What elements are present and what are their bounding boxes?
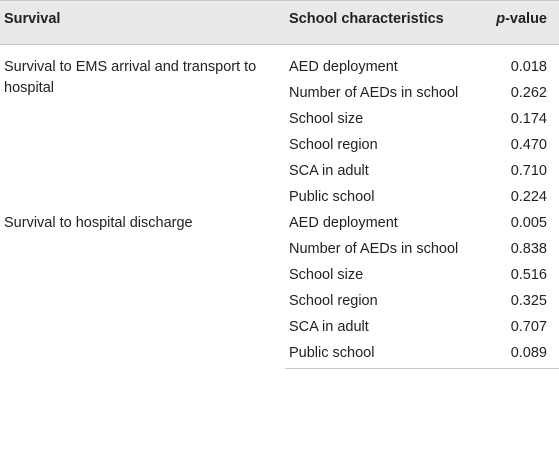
table-row: School size 0.174 (0, 106, 559, 132)
p-value-cell: 0.005 (510, 215, 547, 231)
header-p-suffix: -value (505, 11, 547, 27)
table-row: School region 0.470 (0, 132, 559, 158)
characteristic-cell: School region (289, 137, 378, 153)
characteristic-cell: School region (289, 293, 378, 309)
survival-group-label: Survival to hospital discharge (4, 215, 193, 231)
table-row: Public school 0.089 (0, 340, 559, 369)
table-row: Public school 0.224 (0, 184, 559, 210)
characteristic-cell: Public school (285, 340, 469, 369)
characteristic-cell: AED deployment (289, 59, 398, 75)
table-row: School region 0.325 (0, 288, 559, 314)
characteristic-cell: SCA in adult (289, 163, 369, 179)
characteristic-cell: Number of AEDs in school (289, 85, 459, 101)
p-value-cell: 0.325 (510, 293, 547, 309)
characteristic-cell: Number of AEDs in school (289, 241, 459, 257)
results-table: Survival School characteristics p-value … (0, 0, 559, 369)
p-value-cell: 0.174 (510, 111, 547, 127)
header-survival: Survival (0, 0, 285, 45)
p-value-cell: 0.516 (510, 267, 547, 283)
table-row: SCA in adult 0.707 (0, 314, 559, 340)
header-row: Survival School characteristics p-value (0, 0, 559, 45)
table-row: Survival to EMS arrival and transport to… (0, 45, 559, 96)
p-value-cell: 0.089 (469, 340, 559, 369)
table-row: Survival to hospital discharge AED deplo… (0, 210, 559, 236)
characteristic-cell: School size (289, 267, 364, 283)
p-value-cell: 0.470 (510, 137, 547, 153)
table-row: School size 0.516 (0, 262, 559, 288)
characteristic-cell: SCA in adult (289, 319, 369, 335)
p-value-cell: 0.710 (510, 163, 547, 179)
header-school-characteristics: School characteristics (285, 0, 469, 45)
characteristic-cell: School size (289, 111, 364, 127)
table-row: Number of AEDs in school 0.262 (0, 80, 559, 106)
survival-group-label: Survival to EMS arrival and transport to… (4, 59, 257, 96)
characteristic-cell: Public school (289, 189, 375, 205)
p-value-cell: 0.018 (510, 59, 547, 75)
p-value-cell: 0.224 (510, 189, 547, 205)
header-p-value: p-value (469, 0, 559, 45)
table-row: Number of AEDs in school 0.838 (0, 236, 559, 262)
table-row: SCA in adult 0.710 (0, 158, 559, 184)
p-value-cell: 0.838 (510, 241, 547, 257)
header-p-italic: p (496, 11, 506, 27)
characteristic-cell: AED deployment (289, 215, 398, 231)
p-value-cell: 0.262 (510, 85, 547, 101)
p-value-cell: 0.707 (510, 319, 547, 335)
